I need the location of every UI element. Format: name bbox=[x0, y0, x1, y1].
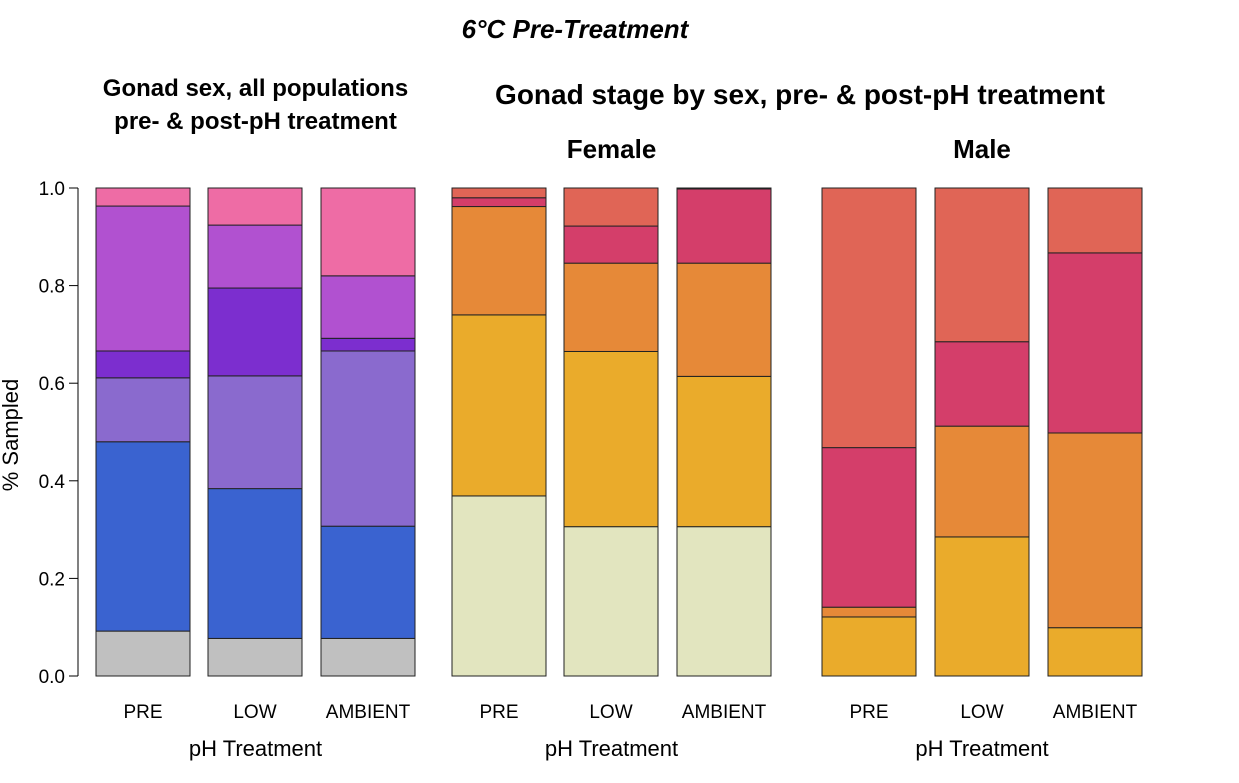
bar-segment bbox=[1047, 627, 1143, 677]
bar-segment bbox=[207, 187, 303, 226]
bar-segment bbox=[563, 526, 659, 677]
bar-segment bbox=[451, 314, 547, 497]
x-axis-label: pH Treatment bbox=[189, 736, 322, 761]
bar-segment bbox=[320, 525, 416, 639]
bar-segment bbox=[563, 350, 659, 528]
category-label: AMBIENT bbox=[326, 702, 411, 723]
bar-segment bbox=[95, 350, 191, 379]
bar-segment bbox=[934, 187, 1030, 343]
category-label: PRE bbox=[479, 702, 518, 723]
bar-segment bbox=[95, 205, 191, 352]
bar-segment bbox=[451, 187, 547, 199]
category-label: AMBIENT bbox=[1053, 702, 1138, 723]
bar-segment bbox=[95, 377, 191, 443]
bar-segment bbox=[320, 337, 416, 352]
panel-1: Gonad sex, all populations pre- & post-pH… bbox=[39, 75, 416, 761]
bar-segment bbox=[1047, 252, 1143, 434]
y-tick-label: 0.0 bbox=[39, 667, 65, 688]
bar-segment bbox=[563, 225, 659, 264]
panels: Gonad sex, all populations pre- & post-pH… bbox=[39, 75, 1143, 761]
bar-segment bbox=[95, 630, 191, 677]
bar-segment bbox=[320, 637, 416, 677]
bar-segment bbox=[207, 287, 303, 377]
bar-segment bbox=[821, 187, 917, 449]
panel-title-line: Female bbox=[567, 134, 657, 164]
y-tick-label: 0.2 bbox=[39, 569, 65, 590]
bar-segment bbox=[207, 375, 303, 490]
category-label: LOW bbox=[233, 702, 276, 723]
bar-segment bbox=[676, 187, 772, 190]
category-label: PRE bbox=[849, 702, 888, 723]
bar-segment bbox=[821, 616, 917, 677]
gonad-stage-group-title: Gonad stage by sex, pre- & post-pH treat… bbox=[495, 79, 1105, 110]
panel-title-line: Male bbox=[953, 134, 1011, 164]
bar-segment bbox=[451, 197, 547, 208]
bar-segment bbox=[821, 447, 917, 608]
y-tick-label: 0.8 bbox=[39, 277, 65, 298]
bar-segment bbox=[207, 488, 303, 639]
bar-segment bbox=[320, 350, 416, 527]
x-axis-label: pH Treatment bbox=[545, 736, 678, 761]
bar-segment bbox=[676, 526, 772, 677]
bar-segment bbox=[95, 187, 191, 207]
panel-title-line: Gonad sex, all populations bbox=[103, 75, 408, 102]
bar-segment bbox=[676, 188, 772, 264]
category-label: LOW bbox=[960, 702, 1003, 723]
bar-segment bbox=[1047, 432, 1143, 629]
bar-segment bbox=[676, 262, 772, 377]
bar-segment bbox=[676, 375, 772, 528]
figure-title: 6°C Pre-Treatment bbox=[462, 14, 690, 44]
category-label: AMBIENT bbox=[682, 702, 767, 723]
bar-segment bbox=[451, 206, 547, 316]
bar-segment bbox=[320, 187, 416, 277]
y-tick-label: 1.0 bbox=[39, 179, 65, 200]
bar-segment bbox=[563, 262, 659, 352]
bar-segment bbox=[1047, 187, 1143, 254]
bar-segment bbox=[934, 536, 1030, 677]
bar-segment bbox=[451, 495, 547, 677]
y-tick-label: 0.4 bbox=[39, 472, 66, 493]
category-label: PRE bbox=[123, 702, 162, 723]
bar-segment bbox=[320, 275, 416, 339]
bar-segment bbox=[934, 341, 1030, 427]
bar-segment bbox=[563, 187, 659, 227]
x-axis-label: pH Treatment bbox=[915, 736, 1048, 761]
category-label: LOW bbox=[589, 702, 632, 723]
bar-segment bbox=[207, 637, 303, 677]
y-tick-label: 0.6 bbox=[39, 374, 65, 395]
bar-segment bbox=[821, 606, 917, 618]
bar-segment bbox=[95, 441, 191, 632]
panel-title-line: pre- & post-pH treatment bbox=[114, 108, 397, 135]
y-axis-label: % Sampled bbox=[0, 379, 23, 492]
bar-segment bbox=[207, 224, 303, 289]
bar-segment bbox=[934, 425, 1030, 538]
